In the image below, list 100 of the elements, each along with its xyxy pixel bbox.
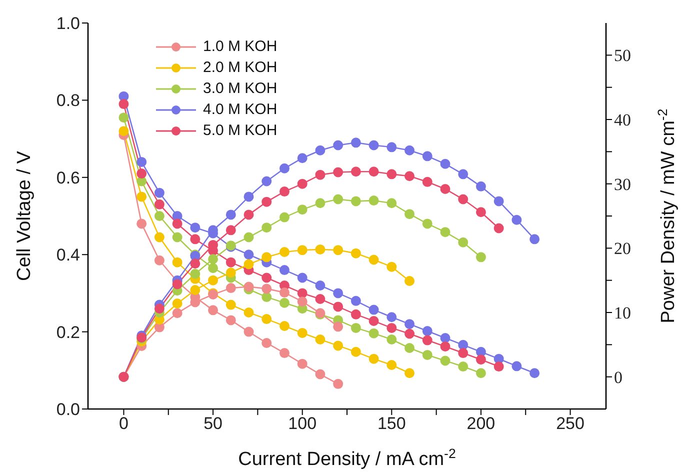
point xyxy=(279,186,290,197)
point xyxy=(333,302,344,312)
point xyxy=(368,166,379,177)
point xyxy=(190,258,200,269)
point xyxy=(368,304,379,315)
point xyxy=(350,309,361,320)
point xyxy=(315,334,326,345)
point xyxy=(333,340,344,351)
point xyxy=(244,308,254,318)
point xyxy=(404,209,415,220)
point xyxy=(458,348,468,358)
point xyxy=(315,145,326,156)
point xyxy=(190,268,200,279)
point xyxy=(172,257,182,268)
y2-tick-label: 50 xyxy=(614,46,631,66)
y-axis-title: Cell Voltage / V xyxy=(14,150,35,281)
point xyxy=(154,255,164,266)
point xyxy=(154,188,164,198)
point xyxy=(297,153,308,164)
y2-tick-label: 0 xyxy=(614,368,622,387)
point xyxy=(458,194,468,204)
point xyxy=(226,257,236,268)
point xyxy=(333,245,344,256)
y2-tick-label: 20 xyxy=(614,239,631,258)
point xyxy=(262,314,272,324)
legend-label: 1.0 M KOH xyxy=(203,38,278,55)
point xyxy=(297,272,308,283)
point xyxy=(350,138,361,148)
point xyxy=(422,335,432,346)
point xyxy=(262,176,272,186)
x-tick-label: 150 xyxy=(377,414,406,434)
point xyxy=(190,234,200,244)
point xyxy=(297,358,308,369)
point xyxy=(226,210,236,220)
point xyxy=(476,252,486,262)
point xyxy=(136,168,147,179)
point xyxy=(136,156,147,167)
point xyxy=(226,315,236,326)
point xyxy=(262,272,272,283)
point xyxy=(368,328,379,338)
point xyxy=(262,284,272,294)
point xyxy=(368,316,379,326)
point xyxy=(297,204,308,215)
point xyxy=(279,298,290,308)
point xyxy=(262,338,272,348)
point xyxy=(190,222,200,233)
point xyxy=(226,225,236,236)
point xyxy=(422,326,432,336)
point xyxy=(422,176,432,187)
point xyxy=(279,288,290,298)
point xyxy=(208,254,218,264)
point xyxy=(440,227,450,238)
point xyxy=(244,250,254,260)
point xyxy=(333,288,344,298)
point xyxy=(350,166,361,177)
point xyxy=(297,245,308,256)
point xyxy=(279,212,290,222)
point xyxy=(440,158,450,169)
point xyxy=(297,288,308,298)
point xyxy=(404,145,415,156)
point xyxy=(440,356,450,366)
point xyxy=(154,211,164,221)
point xyxy=(422,350,432,360)
point xyxy=(404,276,415,286)
point xyxy=(386,198,397,208)
point xyxy=(333,378,344,389)
y2-tick-label: 40 xyxy=(614,110,631,130)
point xyxy=(368,140,379,150)
point xyxy=(494,362,504,372)
point xyxy=(422,218,432,229)
point xyxy=(172,218,182,229)
point xyxy=(118,99,129,110)
point xyxy=(368,254,379,265)
y-tick-label: 0.0 xyxy=(56,400,80,420)
point xyxy=(368,196,379,206)
point xyxy=(350,296,361,306)
point xyxy=(244,232,254,242)
point xyxy=(350,248,361,258)
point xyxy=(315,244,326,254)
point xyxy=(440,184,450,194)
point xyxy=(208,275,218,286)
legend-label: 5.0 M KOH xyxy=(203,122,278,139)
point xyxy=(279,247,290,258)
y2-tick-label: 10 xyxy=(614,304,631,323)
point xyxy=(404,319,415,330)
point xyxy=(512,361,522,372)
point xyxy=(262,252,272,262)
point xyxy=(262,196,272,207)
point xyxy=(440,332,450,343)
y-tick-label: 1.0 xyxy=(56,14,80,34)
point xyxy=(315,170,326,180)
x-tick-label: 100 xyxy=(288,414,317,434)
point xyxy=(440,341,450,352)
point xyxy=(333,167,344,178)
point xyxy=(244,210,254,220)
point xyxy=(262,222,272,233)
y-tick-label: 0.6 xyxy=(56,168,80,188)
x-tick-label: 0 xyxy=(118,414,128,434)
point xyxy=(172,279,182,290)
point xyxy=(297,178,308,189)
